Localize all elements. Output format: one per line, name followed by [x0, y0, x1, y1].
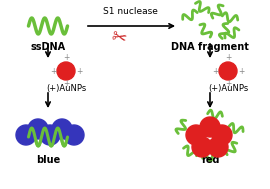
Text: S1 nuclease: S1 nuclease	[103, 7, 157, 16]
Circle shape	[219, 62, 237, 80]
Text: +: +	[76, 67, 82, 75]
Text: +: +	[225, 80, 231, 88]
Text: DNA fragment: DNA fragment	[171, 42, 249, 52]
Text: ssDNA: ssDNA	[31, 42, 66, 52]
Text: +: +	[50, 67, 56, 75]
Circle shape	[208, 137, 228, 157]
Circle shape	[28, 119, 48, 139]
Circle shape	[16, 125, 36, 145]
Circle shape	[212, 125, 232, 145]
Text: +: +	[63, 53, 69, 63]
Text: +: +	[225, 53, 231, 63]
Text: +: +	[63, 80, 69, 88]
Circle shape	[64, 125, 84, 145]
Text: +: +	[238, 67, 244, 75]
Text: red: red	[201, 155, 219, 165]
Circle shape	[186, 125, 206, 145]
Text: (+)AuNPs: (+)AuNPs	[46, 84, 86, 93]
Text: blue: blue	[36, 155, 60, 165]
Circle shape	[52, 119, 72, 139]
Text: (+)AuNPs: (+)AuNPs	[208, 84, 248, 93]
Circle shape	[200, 117, 220, 137]
Text: ✂: ✂	[108, 27, 128, 49]
Text: +: +	[212, 67, 218, 75]
Circle shape	[192, 137, 212, 157]
Circle shape	[40, 125, 60, 145]
Circle shape	[57, 62, 75, 80]
